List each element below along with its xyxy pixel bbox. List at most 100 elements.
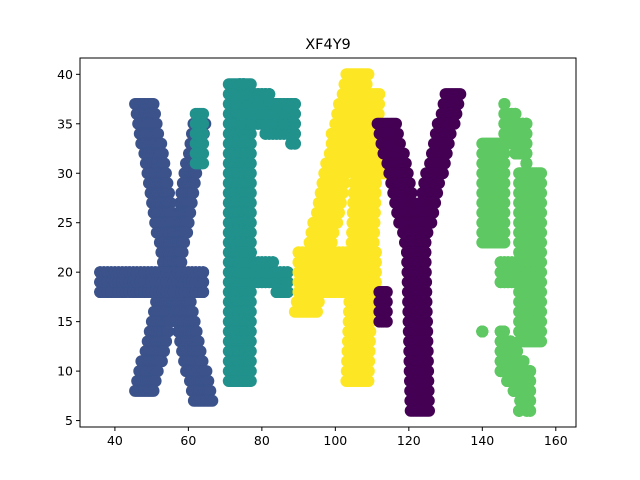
data-point	[498, 236, 511, 249]
data-point	[380, 295, 393, 308]
data-point	[184, 295, 197, 308]
data-point	[419, 256, 432, 269]
data-point	[362, 68, 375, 81]
x-tick-label: 60	[180, 433, 196, 448]
data-point	[535, 335, 548, 348]
data-point	[440, 147, 453, 160]
y-tick-label: 15	[57, 314, 73, 329]
data-point	[429, 196, 442, 209]
data-point	[244, 286, 257, 298]
data-point	[244, 187, 257, 199]
data-point	[197, 276, 210, 289]
data-point	[535, 305, 548, 318]
data-point	[153, 355, 166, 368]
plot-frame	[79, 57, 577, 428]
data-point	[498, 226, 511, 239]
data-point	[419, 266, 432, 279]
data-point	[147, 98, 160, 110]
data-point	[535, 295, 548, 308]
data-point	[364, 315, 377, 328]
data-point	[423, 404, 435, 417]
data-point	[368, 226, 381, 239]
data-point	[369, 256, 382, 269]
data-point	[380, 286, 393, 298]
data-point	[244, 335, 257, 348]
data-point	[434, 167, 447, 180]
data-point	[420, 305, 433, 318]
data-point	[369, 276, 382, 289]
data-point	[535, 206, 548, 219]
data-point	[244, 127, 257, 140]
data-point	[380, 315, 393, 328]
data-point	[184, 206, 197, 219]
data-point	[185, 196, 198, 209]
data-point	[281, 266, 294, 279]
data-point	[438, 157, 451, 170]
data-point	[176, 246, 189, 259]
data-point	[498, 187, 511, 199]
data-point	[363, 345, 376, 358]
data-point	[244, 206, 257, 219]
data-point	[421, 226, 434, 239]
data-point	[422, 384, 435, 397]
data-point	[163, 187, 175, 199]
y-tick-label: 10	[57, 364, 73, 379]
data-point	[369, 266, 382, 279]
data-point	[427, 206, 440, 219]
data-point	[364, 325, 377, 338]
data-point	[357, 137, 370, 150]
data-point	[204, 384, 217, 397]
data-points	[94, 68, 548, 417]
data-point	[513, 256, 526, 269]
data-point	[156, 147, 169, 160]
data-point	[188, 315, 201, 328]
data-point	[244, 137, 257, 150]
data-point	[162, 325, 175, 338]
data-point	[476, 325, 489, 338]
series-9	[476, 98, 548, 417]
x-tick-label: 40	[107, 433, 123, 448]
data-point	[368, 216, 381, 229]
data-point	[187, 187, 200, 199]
series-Y	[371, 88, 467, 417]
data-point	[190, 325, 203, 338]
data-point	[420, 295, 433, 308]
data-point	[186, 305, 199, 318]
data-point	[535, 325, 548, 338]
data-point	[329, 216, 342, 229]
data-point	[405, 187, 418, 199]
data-point	[360, 78, 373, 91]
data-point	[197, 266, 210, 279]
data-point	[179, 226, 192, 239]
data-point	[362, 365, 375, 378]
series-F	[189, 78, 301, 387]
data-point	[498, 206, 511, 219]
data-point	[421, 315, 433, 328]
data-point	[244, 355, 257, 368]
data-point	[370, 177, 382, 190]
data-point	[237, 78, 250, 91]
chart-title: XF4Y9	[305, 37, 351, 53]
data-point	[363, 355, 376, 368]
data-point	[513, 404, 526, 417]
data-point	[182, 216, 195, 229]
data-point	[454, 88, 467, 101]
data-point	[312, 295, 325, 308]
data-point	[190, 167, 203, 180]
data-point	[421, 325, 434, 338]
data-point	[164, 196, 177, 209]
data-point	[393, 137, 406, 150]
data-point	[288, 107, 301, 120]
data-point	[498, 167, 511, 180]
data-point	[244, 216, 257, 229]
data-point	[520, 147, 533, 160]
data-point	[244, 196, 257, 209]
data-point	[244, 226, 257, 239]
data-point	[159, 167, 172, 180]
series-X	[94, 98, 219, 407]
data-point	[244, 157, 257, 170]
data-point	[509, 107, 522, 120]
data-point	[197, 147, 210, 160]
series-4	[288, 68, 393, 387]
data-point	[266, 256, 279, 269]
